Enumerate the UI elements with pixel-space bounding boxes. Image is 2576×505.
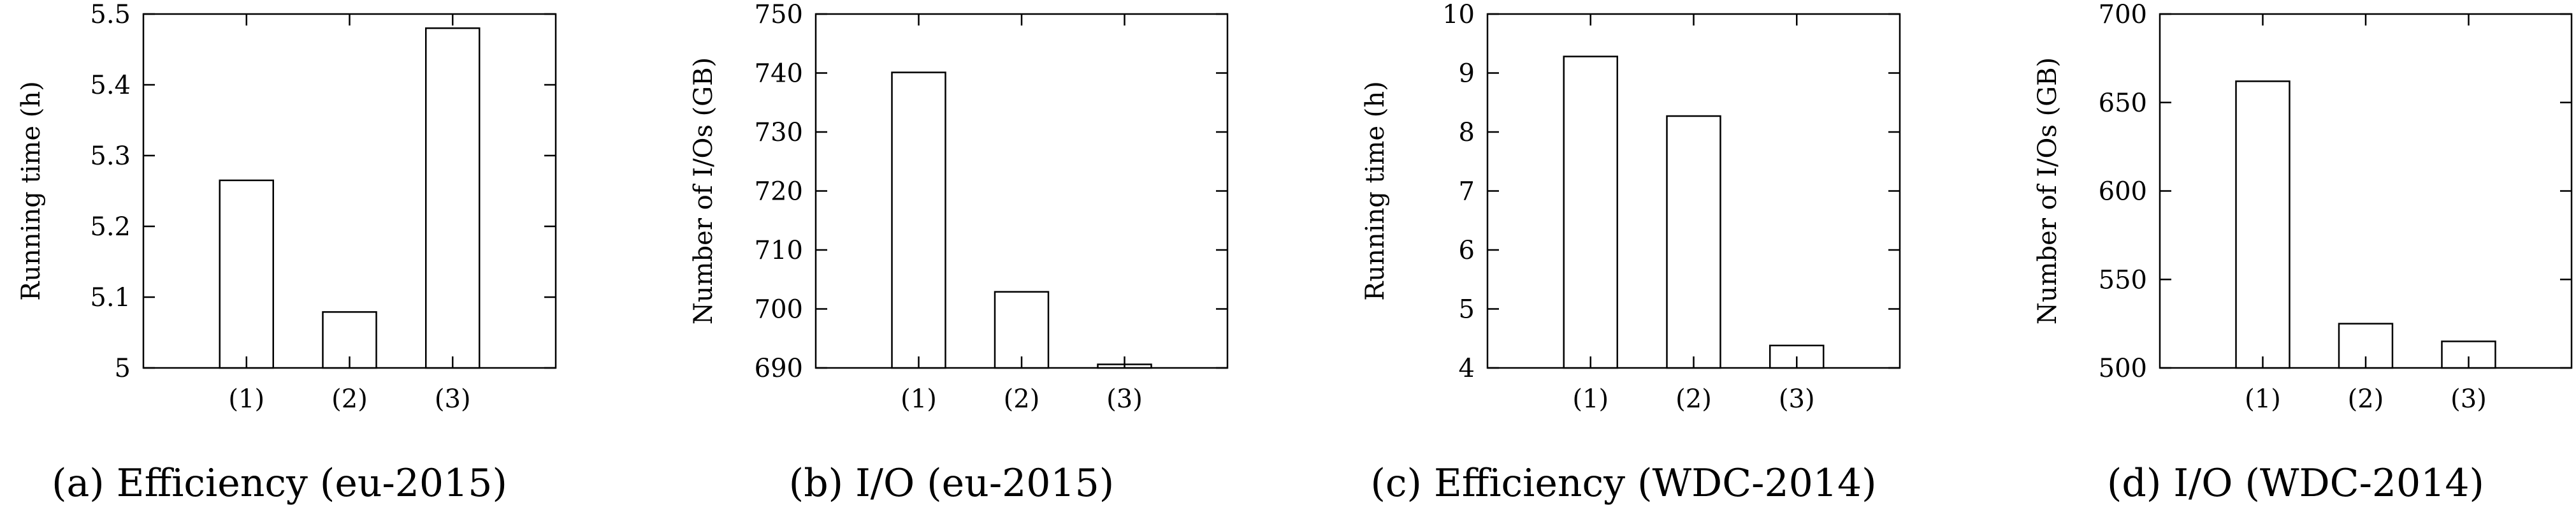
chart-3-bar [1563, 55, 1618, 369]
chart-1-ytick-label: 5.1 [90, 283, 131, 312]
chart-2-caption: (b) I/O (eu-2015) [789, 461, 1114, 505]
chart-1-bar [219, 179, 274, 369]
chart-3-ylabel: Running time (h) [1361, 81, 1390, 300]
chart-1-xtick-label: (3) [435, 384, 471, 414]
chart-3-ytick-label: 7 [1459, 177, 1475, 207]
chart-1-ylabel: Running time (h) [17, 81, 46, 300]
chart-1-xtick-label: (1) [228, 384, 264, 414]
chart-2-bar [891, 71, 946, 369]
chart-3-xtick-label: (1) [1572, 384, 1609, 414]
chart-2-xtick-label: (1) [901, 384, 937, 414]
chart-4-ytick-label: 600 [2099, 177, 2147, 207]
chart-1-bar [425, 27, 481, 369]
chart-2-ytick-label: 750 [755, 0, 803, 29]
chart-3-xtick-label: (3) [1779, 384, 1815, 414]
chart-2-ytick-label: 740 [755, 59, 803, 89]
chart-2-ytick-label: 700 [755, 295, 803, 325]
chart-2-ylabel: Number of I/Os (GB) [689, 57, 718, 325]
chart-4-caption: (d) I/O (WDC-2014) [2107, 461, 2484, 505]
chart-2-ytick-label: 720 [755, 177, 803, 207]
chart-2-xtick-label: (2) [1004, 384, 1040, 414]
chart-2-xtick-label: (3) [1106, 384, 1143, 414]
chart-4-plot-frame [2159, 13, 2573, 369]
chart-4-ytick-label: 650 [2099, 89, 2147, 118]
chart-4-xtick-label: (1) [2245, 384, 2281, 414]
chart-2-ytick-label: 690 [755, 354, 803, 383]
chart-3-ytick-label: 9 [1459, 59, 1475, 89]
chart-4-bar [2235, 80, 2290, 369]
chart-1-xtick-label: (2) [331, 384, 368, 414]
chart-4-xtick-label: (3) [2450, 384, 2487, 414]
chart-2-ytick-label: 710 [755, 236, 803, 265]
chart-4-ylabel: Number of I/Os (GB) [2033, 57, 2062, 325]
chart-3-ytick-label: 6 [1459, 236, 1475, 265]
chart-3-xtick-label: (2) [1675, 384, 1712, 414]
chart-2-ytick-label: 730 [755, 118, 803, 147]
chart-4-ytick-label: 550 [2099, 265, 2147, 295]
chart-3-ytick-label: 8 [1459, 118, 1475, 147]
chart-4-ytick-label: 700 [2099, 0, 2147, 29]
chart-4-ytick-label: 500 [2099, 354, 2147, 383]
chart-1-caption: (a) Efficiency (eu-2015) [52, 461, 507, 505]
chart-1-ytick-label: 5 [115, 354, 131, 383]
chart-1-ytick-label: 5.3 [90, 142, 131, 171]
chart-1-ytick-label: 5.2 [90, 212, 131, 242]
chart-4-xtick-label: (2) [2348, 384, 2384, 414]
chart-3-ytick-label: 5 [1459, 295, 1475, 325]
chart-3-caption: (c) Efficiency (WDC-2014) [1370, 461, 1876, 505]
chart-3-ytick-label: 4 [1459, 354, 1475, 383]
chart-3-ytick-label: 10 [1442, 0, 1475, 29]
chart-1-ytick-label: 5.4 [90, 71, 131, 100]
chart-3-bar [1666, 115, 1721, 369]
chart-1-ytick-label: 5.5 [90, 0, 131, 29]
